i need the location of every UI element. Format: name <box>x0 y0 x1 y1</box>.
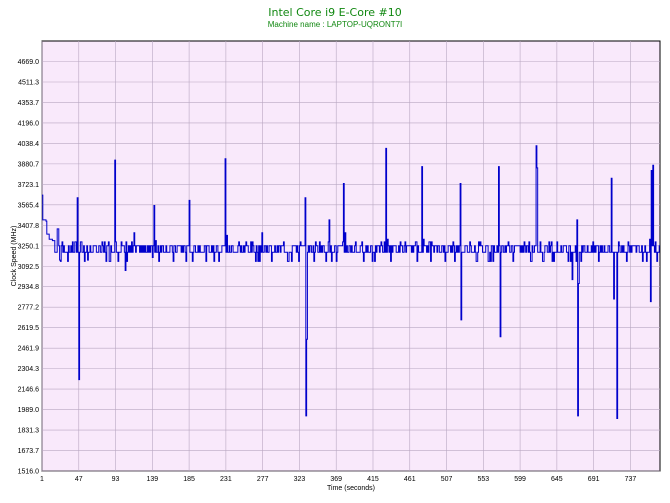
y-tick-label: 3723.1 <box>18 182 40 189</box>
y-tick-label: 3565.4 <box>18 202 40 209</box>
y-tick-label: 4511.3 <box>18 79 39 86</box>
x-tick-label: 415 <box>367 476 379 483</box>
y-tick-label: 3880.7 <box>18 161 40 168</box>
y-tick-label: 2304.3 <box>18 366 40 373</box>
x-tick-label: 507 <box>441 476 453 483</box>
x-tick-label: 691 <box>588 476 600 483</box>
x-axis-label: Time (seconds) <box>327 485 375 492</box>
y-tick-label: 4353.7 <box>18 100 40 107</box>
y-tick-label: 2619.5 <box>18 325 40 332</box>
series-line <box>42 145 660 420</box>
x-tick-label: 231 <box>220 476 232 483</box>
y-axis-label: Clock Speed (MHz) <box>11 226 18 287</box>
chart-subtitle: Machine name : LAPTOP-UQRONT7I <box>267 20 403 29</box>
y-tick-label: 2146.6 <box>18 387 40 394</box>
y-tick-label: 4669.0 <box>18 59 40 66</box>
x-tick-label: 47 <box>75 476 83 483</box>
x-tick-label: 139 <box>146 476 158 483</box>
x-tick-label: 737 <box>625 476 637 483</box>
y-tick-label: 4038.4 <box>18 141 40 148</box>
plot-area <box>41 40 661 472</box>
y-tick-label: 2934.8 <box>18 284 40 291</box>
y-tick-label: 2461.9 <box>18 346 40 353</box>
x-tick-label: 461 <box>404 476 416 483</box>
x-tick-label: 645 <box>551 476 563 483</box>
x-tick-label: 323 <box>294 476 306 483</box>
y-tick-label: 1673.7 <box>18 448 40 455</box>
chart-title: Intel Core i9 E-Core #10 <box>268 6 402 19</box>
x-tick-label: 553 <box>477 476 489 483</box>
y-axis-ticks: 1516.0 1673.7 1831.3 1989.0 2146.6 2304.3 2461… <box>18 59 40 475</box>
y-tick-label: 1516.0 <box>18 469 40 476</box>
x-tick-label: 93 <box>112 476 120 483</box>
x-tick-label: 1 <box>40 476 44 483</box>
y-tick-label: 2777.2 <box>18 305 40 312</box>
y-tick-label: 4196.0 <box>18 120 40 127</box>
x-tick-label: 185 <box>183 476 195 483</box>
y-tick-label: 1989.0 <box>18 407 40 414</box>
y-tick-label: 1831.3 <box>18 428 40 435</box>
y-tick-label: 3407.8 <box>18 223 40 230</box>
y-tick-label: 3250.1 <box>18 243 40 250</box>
y-tick-label: 3092.5 <box>18 264 40 271</box>
x-tick-label: 277 <box>257 476 269 483</box>
x-tick-label: 369 <box>330 476 342 483</box>
x-tick-label: 599 <box>514 476 526 483</box>
x-axis-ticks: 1 47 93 139 185 231 277 323 369 415 461 507 553 599 64… <box>40 476 636 483</box>
